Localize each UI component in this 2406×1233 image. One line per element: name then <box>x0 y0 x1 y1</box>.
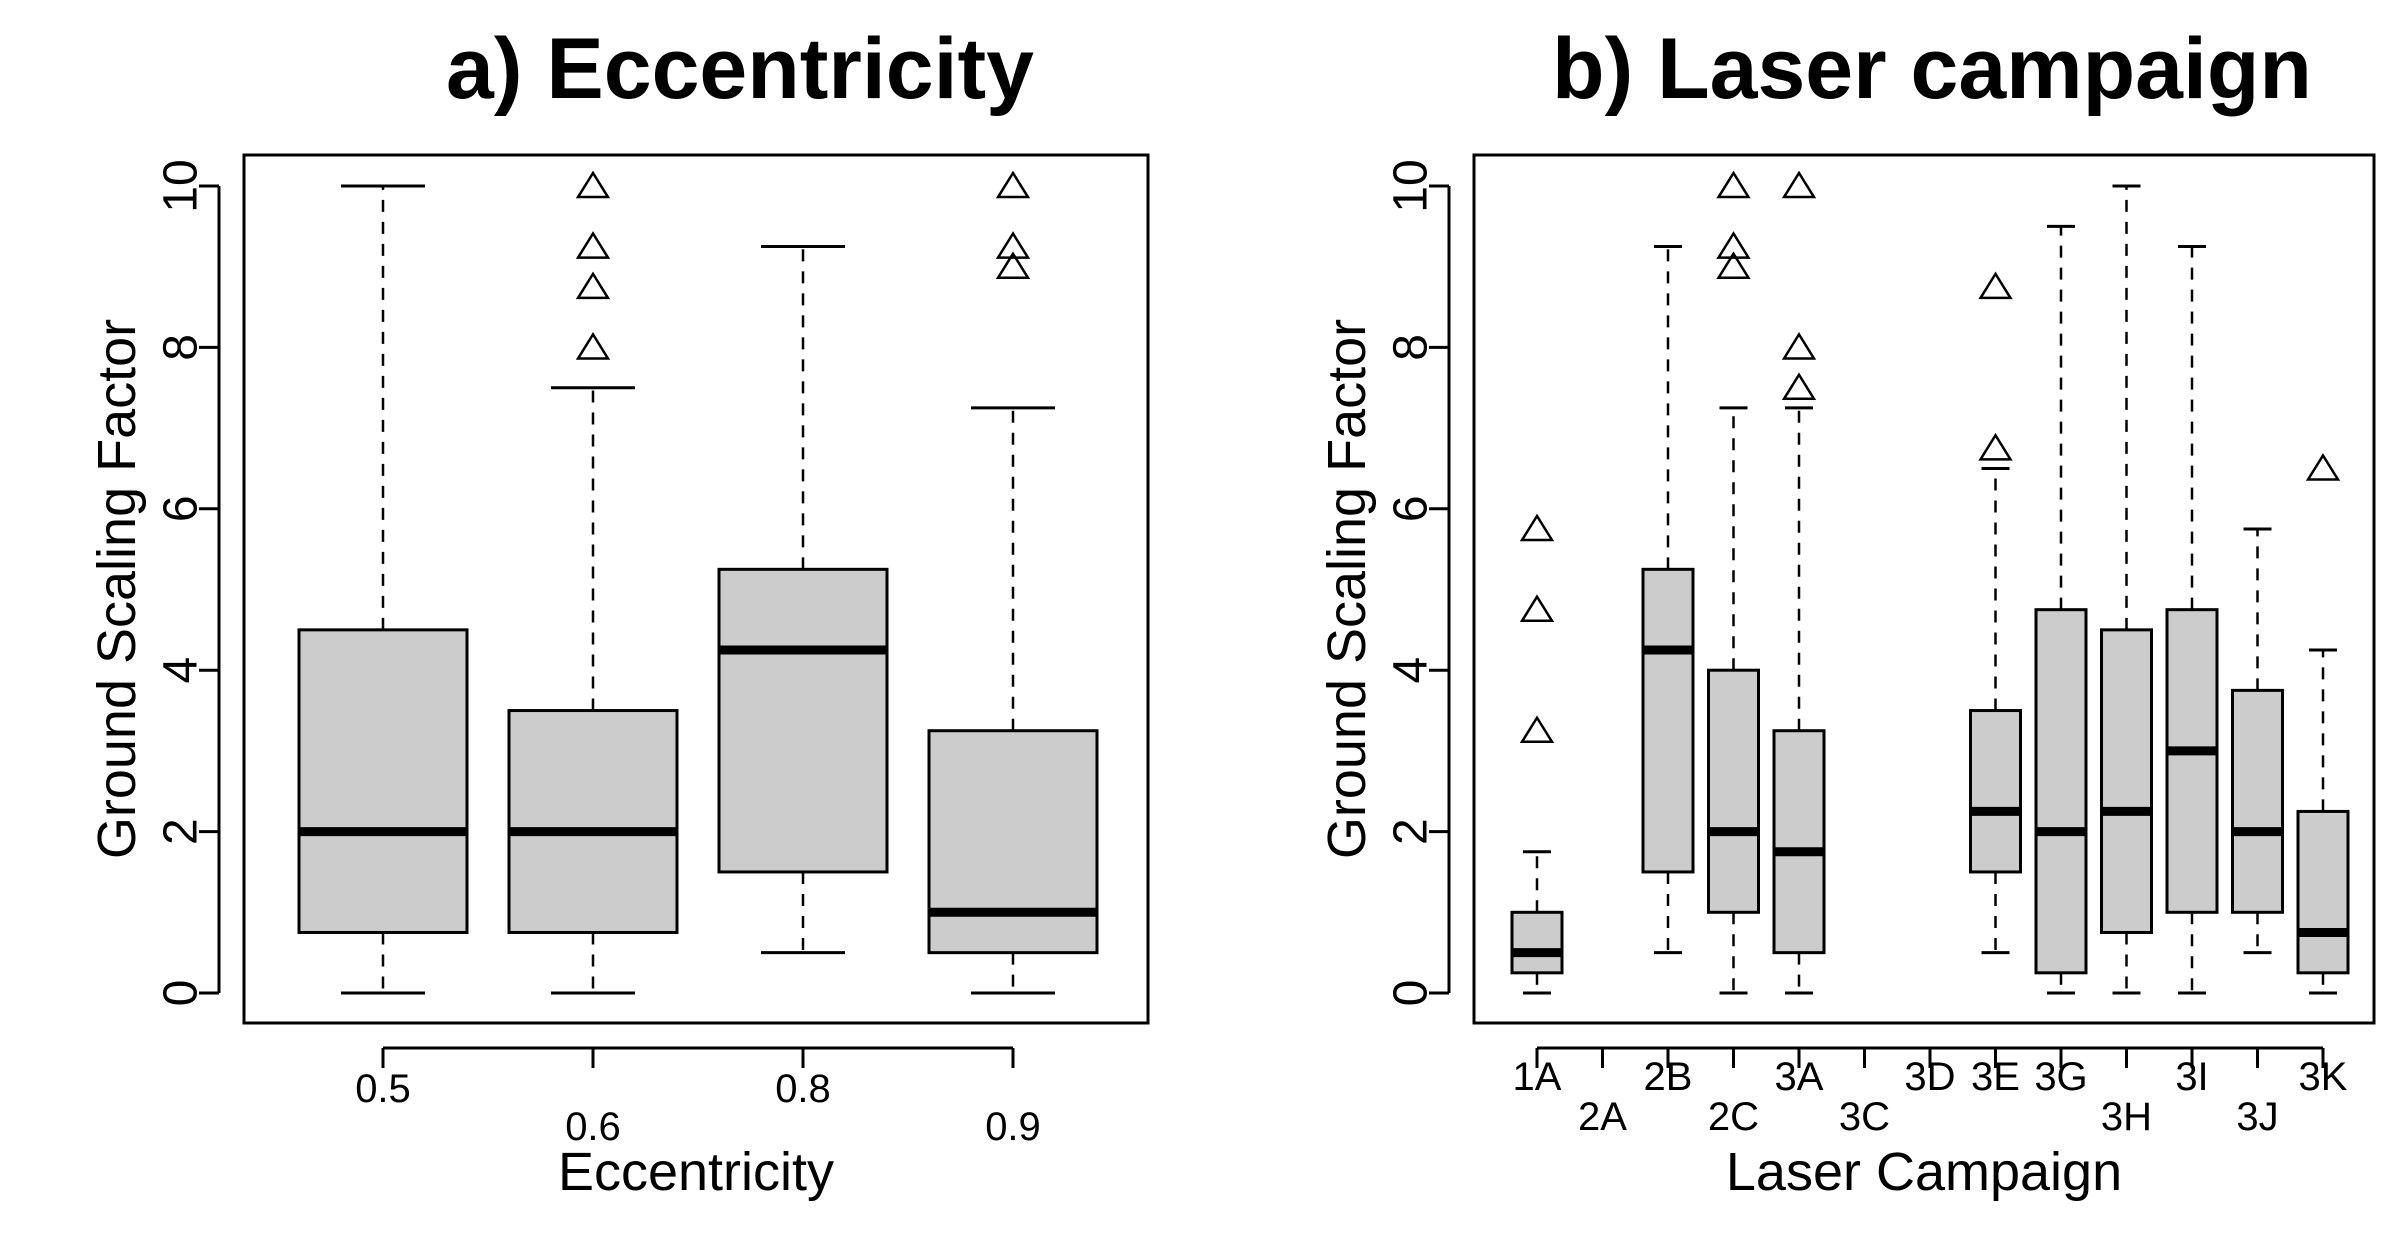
outlier-point <box>575 271 611 300</box>
box-0.9 <box>927 170 1099 995</box>
iqr-box <box>1641 567 1695 874</box>
outlier-point <box>995 231 1031 259</box>
box-0.5 <box>297 184 469 995</box>
iqr-box <box>2034 608 2088 975</box>
iqr-box <box>1772 729 1826 955</box>
x-tick-label: 3K <box>2299 1055 2348 1099</box>
x-tick-label: 2B <box>1644 1055 1693 1099</box>
y-axis-label: Ground Scaling Factor <box>1317 319 1377 859</box>
iqr-box <box>1510 910 1564 975</box>
outlier-point <box>575 231 611 259</box>
outlier-point <box>1781 332 1817 360</box>
box-3G <box>2034 224 2088 995</box>
iqr-box <box>1707 668 1760 914</box>
x-tick-label: 0.6 <box>565 1105 621 1149</box>
outlier-point <box>995 170 1031 199</box>
outlier-point <box>575 170 611 199</box>
outlier-point <box>1519 594 1555 622</box>
outlier-point <box>575 332 611 360</box>
y-tick-label: 10 <box>155 159 208 212</box>
outlier-point <box>2305 453 2341 481</box>
iqr-box <box>2231 688 2284 914</box>
plot-frame <box>1472 153 2376 1025</box>
box-3H <box>2100 184 2153 995</box>
chart-title: a) Eccentricity <box>446 21 1034 117</box>
outlier-point <box>1978 271 2013 300</box>
box-3J <box>2231 527 2284 955</box>
x-tick-label: 3C <box>1839 1095 1890 1139</box>
y-tick-label: 2 <box>155 818 208 845</box>
x-tick-label: 0.5 <box>355 1067 411 1111</box>
outlier-point <box>1716 231 1751 259</box>
panel-laser-campaign: b) Laser campaign 0 2 4 6 8 10 Ground Scaling F… <box>1317 21 2376 1202</box>
x-tick-label: 0.9 <box>985 1105 1041 1149</box>
iqr-box <box>1969 709 2022 874</box>
iqr-box <box>2100 628 2153 934</box>
panel-eccentricity: a) Eccentricity 0 2 4 6 8 10 Ground Scaling Fac… <box>87 21 1150 1202</box>
outlier-point <box>1716 170 1751 199</box>
iqr-box <box>297 628 469 934</box>
y-tick-label: 0 <box>1385 980 1438 1007</box>
box-3I <box>2165 245 2219 995</box>
x-tick-label: 3E <box>1971 1055 2020 1099</box>
x-tick-label: 3J <box>2236 1095 2278 1139</box>
box-3E <box>1969 271 2022 955</box>
x-tick-label: 3D <box>1904 1055 1955 1099</box>
box-3K <box>2296 453 2350 995</box>
y-tick-label: 2 <box>1385 818 1438 845</box>
outlier-point <box>995 251 1031 279</box>
box-0.6 <box>507 170 679 995</box>
x-tick-label: 0.8 <box>775 1067 831 1111</box>
chart-title: b) Laser campaign <box>1552 21 2312 117</box>
y-tick-label: 10 <box>1385 159 1438 212</box>
box-3A <box>1772 170 1826 995</box>
y-tick-label: 0 <box>155 980 208 1007</box>
outlier-point <box>1781 372 1817 401</box>
y-tick-label: 8 <box>1385 334 1438 361</box>
box-2B <box>1641 245 1695 955</box>
y-tick-label: 8 <box>155 334 208 361</box>
iqr-box <box>717 567 889 874</box>
iqr-box <box>927 729 1099 955</box>
x-tick-label: 3I <box>2175 1055 2208 1099</box>
y-tick-label: 6 <box>1385 495 1438 522</box>
x-axis-label: Eccentricity <box>558 1142 834 1202</box>
x-tick-label: 2A <box>1578 1095 1627 1139</box>
outlier-point <box>1519 715 1555 744</box>
outlier-point <box>1716 251 1751 279</box>
x-tick-label: 2C <box>1708 1095 1759 1139</box>
x-tick-label: 1A <box>1513 1055 1562 1099</box>
y-axis-label: Ground Scaling Factor <box>87 319 147 859</box>
outlier-point <box>1781 170 1817 199</box>
x-tick-label: 3G <box>2034 1055 2087 1099</box>
box-0.8 <box>717 245 889 955</box>
iqr-box <box>2296 809 2350 975</box>
outlier-point <box>1519 513 1555 542</box>
outlier-point <box>1978 432 2013 461</box>
x-tick-label: 3H <box>2101 1095 2152 1139</box>
iqr-box <box>2165 608 2219 914</box>
y-tick-label: 4 <box>1385 657 1438 684</box>
plot-frame <box>242 153 1150 1025</box>
iqr-box <box>507 709 679 934</box>
y-tick-label: 6 <box>155 495 208 522</box>
y-tick-label: 4 <box>155 657 208 684</box>
x-tick-label: 3A <box>1775 1055 1824 1099</box>
box-1A <box>1510 513 1564 995</box>
box-2C <box>1707 170 1760 995</box>
x-axis-label: Laser Campaign <box>1726 1142 2122 1202</box>
